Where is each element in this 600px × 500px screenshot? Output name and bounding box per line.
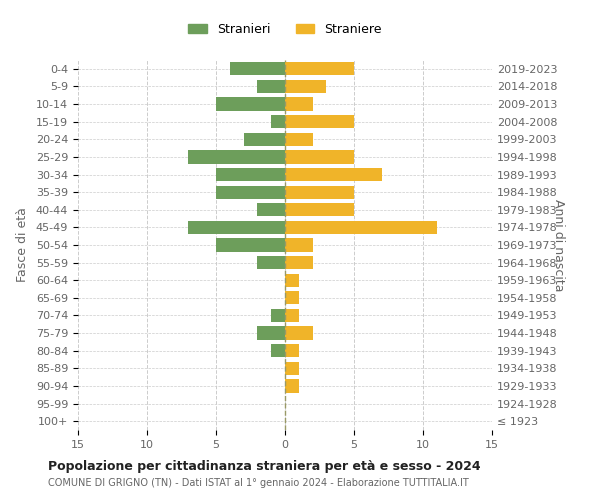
Bar — [285, 98, 313, 110]
Bar — [188, 150, 285, 164]
Legend: Stranieri, Straniere: Stranieri, Straniere — [183, 18, 387, 41]
Bar — [285, 168, 382, 181]
Bar — [285, 362, 299, 375]
Bar — [285, 203, 354, 216]
Bar — [257, 256, 285, 269]
Text: Popolazione per cittadinanza straniera per età e sesso - 2024: Popolazione per cittadinanza straniera p… — [48, 460, 481, 473]
Bar — [285, 186, 354, 198]
Bar — [285, 238, 313, 252]
Bar — [216, 238, 285, 252]
Bar — [285, 309, 299, 322]
Bar — [271, 344, 285, 358]
Bar — [285, 274, 299, 287]
Bar — [285, 256, 313, 269]
Bar — [188, 221, 285, 234]
Bar — [285, 380, 299, 392]
Bar — [271, 309, 285, 322]
Text: COMUNE DI GRIGNO (TN) - Dati ISTAT al 1° gennaio 2024 - Elaborazione TUTTITALIA.: COMUNE DI GRIGNO (TN) - Dati ISTAT al 1°… — [48, 478, 469, 488]
Bar — [285, 80, 326, 93]
Bar — [216, 98, 285, 110]
Y-axis label: Anni di nascita: Anni di nascita — [551, 198, 565, 291]
Bar — [285, 115, 354, 128]
Bar — [230, 62, 285, 76]
Bar — [271, 115, 285, 128]
Bar — [216, 186, 285, 198]
Bar — [285, 62, 354, 76]
Bar — [285, 221, 437, 234]
Bar — [257, 326, 285, 340]
Bar — [244, 132, 285, 146]
Bar — [216, 168, 285, 181]
Bar — [285, 344, 299, 358]
Y-axis label: Fasce di età: Fasce di età — [16, 208, 29, 282]
Bar — [285, 132, 313, 146]
Bar — [257, 203, 285, 216]
Bar — [285, 150, 354, 164]
Bar — [285, 291, 299, 304]
Bar — [285, 326, 313, 340]
Bar — [257, 80, 285, 93]
